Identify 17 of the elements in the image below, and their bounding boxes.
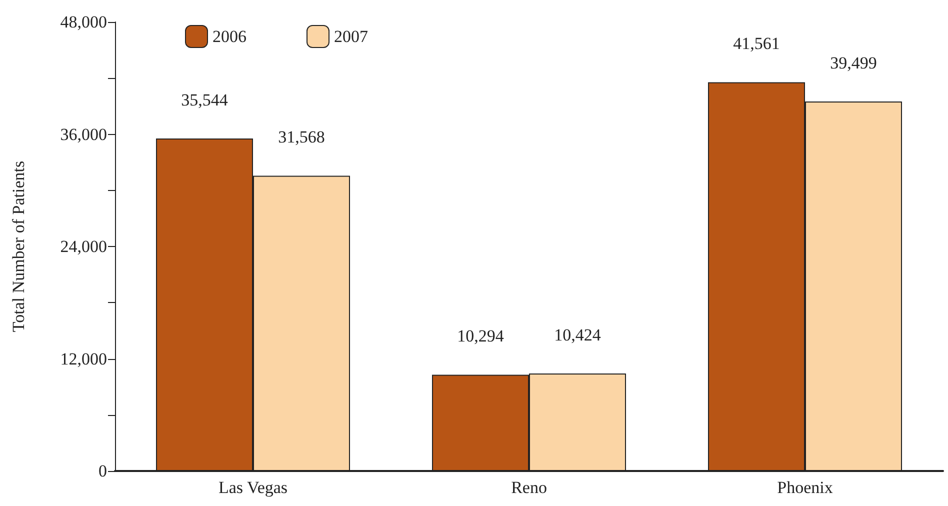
y-tick-label: 0 <box>98 462 107 480</box>
data-label: 35,544 <box>181 90 228 110</box>
x-tick-label: Reno <box>511 478 547 497</box>
data-label: 10,424 <box>554 325 602 344</box>
x-tick-label: Phoenix <box>777 478 834 497</box>
y-tick-label: 12,000 <box>60 349 107 368</box>
y-axis-title: Total Number of Patients <box>9 160 28 332</box>
data-label: 31,568 <box>278 128 325 147</box>
legend-label: 2006 <box>212 27 246 46</box>
data-label: 10,294 <box>457 326 504 346</box>
y-tick-label: 48,000 <box>60 12 107 32</box>
y-tick-label: 24,000 <box>60 237 107 256</box>
data-label: 41,561 <box>733 34 780 54</box>
legend-label: 2007 <box>334 27 368 46</box>
x-tick-label: Las Vegas <box>218 478 288 497</box>
y-tick-label: 36,000 <box>60 124 107 144</box>
data-label: 39,499 <box>830 54 877 73</box>
